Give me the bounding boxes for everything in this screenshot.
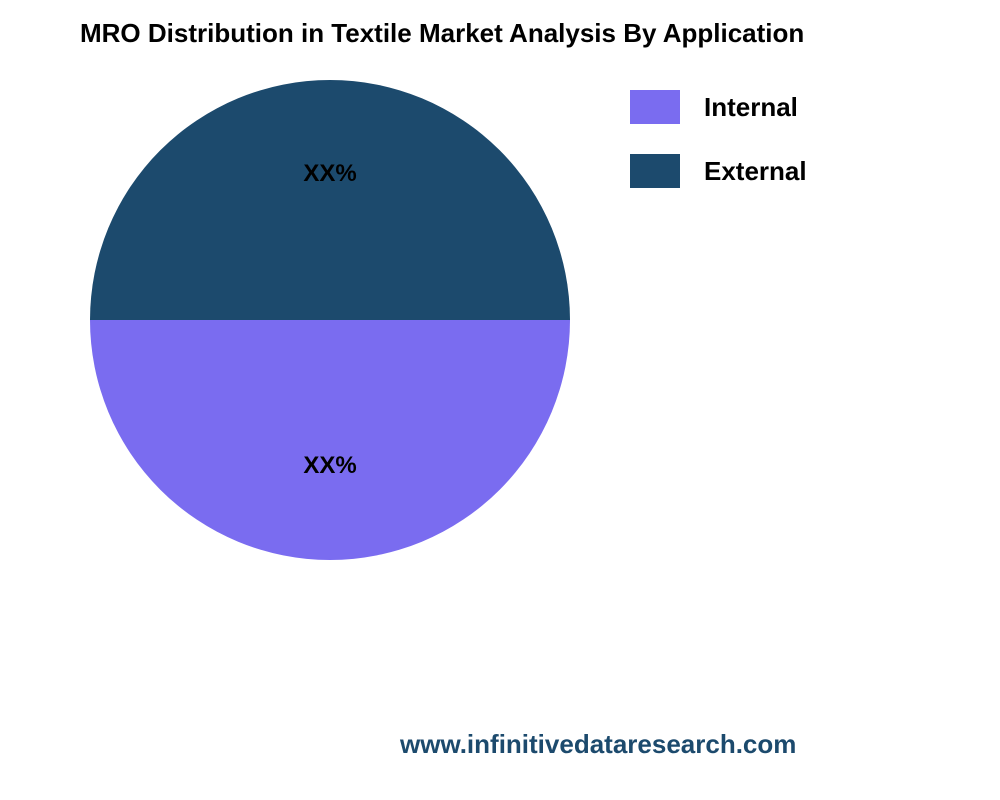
legend: Internal External (630, 90, 807, 218)
legend-item-external: External (630, 154, 807, 188)
pie-slice-internal (90, 320, 570, 560)
pie-slice-external (90, 80, 570, 320)
chart-title: MRO Distribution in Textile Market Analy… (80, 18, 1000, 49)
slice-label-external: XX% (303, 160, 356, 188)
pie-chart-container: XX% XX% (90, 80, 570, 560)
slice-label-internal: XX% (303, 452, 356, 480)
legend-swatch-external (630, 154, 680, 188)
legend-item-internal: Internal (630, 90, 807, 124)
footer-url: www.infinitivedataresearch.com (400, 729, 796, 760)
legend-label-external: External (704, 156, 807, 187)
legend-swatch-internal (630, 90, 680, 124)
legend-label-internal: Internal (704, 92, 798, 123)
pie-chart (90, 80, 570, 560)
